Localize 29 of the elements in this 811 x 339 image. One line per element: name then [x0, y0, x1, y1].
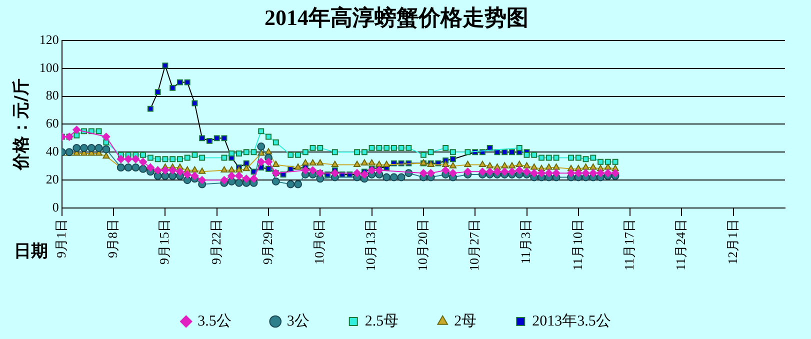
y-tick-label: 60 [46, 116, 59, 131]
legend-label: 3.5公 [198, 312, 232, 330]
y-tick-label: 80 [46, 88, 59, 103]
x-tick-label: 11月3日 [518, 219, 534, 264]
chart-title: 2014年高淳螃蟹价格走势图 [264, 4, 528, 30]
y-tick-label: 100 [39, 60, 59, 75]
legend-label: 2013年3.5公 [532, 312, 611, 330]
x-tick-label: 10月20日 [414, 219, 430, 271]
x-tick-label: 9月15日 [156, 219, 172, 264]
x-tick-label: 11月24日 [673, 219, 688, 271]
x-tick-label: 10月13日 [363, 219, 378, 271]
x-tick-label: 11月17日 [621, 219, 636, 271]
x-tick-label: 9月29日 [260, 219, 275, 264]
y-axis-title: 价格：元/斤 [12, 78, 32, 171]
x-tick-label: 9月1日 [53, 219, 68, 258]
x-tick-label: 9月8日 [104, 219, 120, 258]
legend-label: 3公 [286, 312, 310, 330]
x-tick-label: 12月1日 [724, 219, 740, 264]
legend-label: 2.5母 [364, 313, 399, 330]
x-tick-label: 11月10日 [570, 219, 585, 271]
x-axis-title: 日期 [14, 241, 48, 262]
x-tick-label: 10月6日 [312, 219, 327, 264]
legend-label: 2母 [454, 313, 477, 330]
x-tick-label: 9月22日 [208, 219, 224, 264]
x-tick-label: 10月27日 [466, 219, 482, 271]
y-tick-label: 40 [46, 144, 59, 159]
y-tick-label: 0 [52, 199, 59, 214]
y-tick-label: 20 [46, 171, 59, 186]
y-tick-label: 120 [39, 32, 59, 47]
